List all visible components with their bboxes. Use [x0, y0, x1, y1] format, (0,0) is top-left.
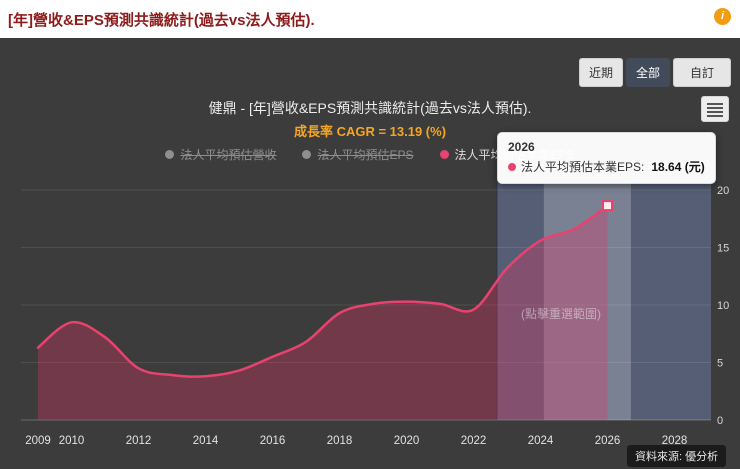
chart-title: 健鼎 - [年]營收&EPS預測共識統計(過去vs法人預估).: [208, 100, 532, 116]
x-tick-label: 2028: [662, 435, 688, 447]
page-header: [年]營收&EPS預測共識統計(過去vs法人預估). i: [0, 0, 740, 38]
tooltip-series-label: 法人平均預估本業EPS:: [521, 160, 645, 174]
chart-menu-button[interactable]: [701, 96, 729, 122]
y-tick-label: 5: [717, 358, 723, 370]
chart-subtitle: 成長率 CAGR = 13.19 (%): [293, 124, 447, 139]
x-tick-label: 2024: [528, 435, 554, 447]
x-axis-labels: 2009 2010 2012 2014 2016 2018 2020 2022 2024 2026…: [25, 435, 687, 447]
x-tick-label: 2016: [260, 435, 286, 447]
range-button-recent[interactable]: 近期: [578, 58, 623, 87]
selected-range-band[interactable]: [543, 183, 631, 420]
tooltip-year: 2026: [508, 140, 535, 154]
legend-dot-icon: [302, 150, 312, 159]
eps-marker-2026[interactable]: [602, 200, 613, 212]
x-tick-label: 2009: [25, 435, 51, 447]
tooltip-series-dot-icon: [508, 162, 516, 171]
tooltip-row: 法人平均預估本業EPS: 18.64 (元): [508, 158, 705, 175]
x-tick-label: 2014: [193, 435, 219, 447]
chart-plot[interactable]: 2009 2010 2012 2014 2016 2018 2020 2022 2024 2026…: [0, 38, 740, 469]
legend-dot-icon: [165, 150, 175, 159]
eps-line[interactable]: [36, 204, 609, 378]
y-tick-label: 10: [717, 300, 729, 312]
x-tick-label: 2022: [461, 435, 487, 447]
source-badge: 資料來源: 優分析: [627, 445, 727, 467]
range-button-all[interactable]: 全部: [625, 58, 670, 87]
eps-area-fill: [38, 205, 608, 420]
y-axis-labels: 0 5 10 15 20: [717, 185, 729, 427]
x-tick-label: 2012: [126, 435, 152, 447]
legend-label: 法人平均預估EPS: [317, 148, 414, 162]
chart-panel: 近期 全部 自訂 健鼎 - [年]營收&EPS預測共識統計(過去vs法人預估).…: [0, 38, 740, 469]
chart-tooltip: 2026 法人平均預估本業EPS: 18.64 (元): [497, 132, 716, 184]
legend-label: 法人平均預估營收: [180, 148, 277, 162]
legend-item-revenue[interactable]: 法人平均預估營收: [165, 146, 276, 163]
y-tick-label: 15: [717, 243, 729, 255]
band-hint-text: (點擊重選範圍): [521, 307, 601, 321]
tooltip-value: 18.64 (元): [651, 160, 705, 174]
plot-bands[interactable]: [496, 183, 711, 420]
range-selector: 近期 全部 自訂: [578, 58, 731, 87]
x-tick-label: 2020: [394, 435, 420, 447]
x-tick-label: 2018: [327, 435, 353, 447]
legend-item-eps[interactable]: 法人平均預估EPS: [302, 146, 414, 163]
x-tick-label: 2026: [595, 435, 621, 447]
range-button-custom[interactable]: 自訂: [672, 58, 731, 87]
page-title: [年]營收&EPS預測共識統計(過去vs法人預估).: [8, 12, 315, 29]
hamburger-icon: [707, 103, 723, 117]
y-tick-label: 20: [717, 185, 729, 197]
gridlines: [21, 189, 711, 421]
legend-dot-icon: [439, 150, 449, 159]
forecast-band[interactable]: [496, 183, 711, 420]
x-tick-label: 2010: [59, 435, 85, 447]
info-icon[interactable]: i: [714, 8, 731, 25]
y-tick-label: 0: [717, 415, 723, 427]
